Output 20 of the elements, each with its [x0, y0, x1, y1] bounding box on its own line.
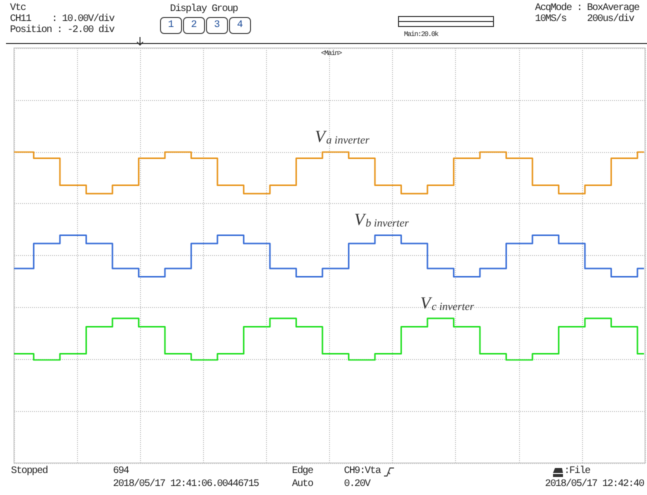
- text: CH9:Vta: [344, 466, 380, 478]
- text: AcqMode : BoxAverage: [535, 3, 640, 14]
- text: Edge: [292, 466, 313, 478]
- text: Position : -2.00 div: [10, 25, 114, 37]
- text: :File: [564, 466, 590, 478]
- text: 4: [229, 17, 251, 34]
- text: 0.20V: [344, 479, 370, 491]
- text: Display Group: [170, 4, 238, 16]
- text: Stopped: [11, 466, 48, 478]
- text: 2: [183, 17, 205, 34]
- text: 2018/05/17 12:41:06.00446715: [113, 479, 259, 491]
- text: Auto: [292, 479, 313, 491]
- text: 200us/div: [587, 14, 634, 26]
- text: CH11 : 10.00V/div: [10, 14, 114, 25]
- text: 1: [160, 17, 182, 34]
- text: 2018/05/17 12:42:40: [545, 479, 644, 491]
- text: Vtc: [10, 3, 26, 14]
- text: 10MS/s: [535, 14, 566, 26]
- text: 694: [113, 466, 129, 478]
- text: 3: [206, 17, 228, 34]
